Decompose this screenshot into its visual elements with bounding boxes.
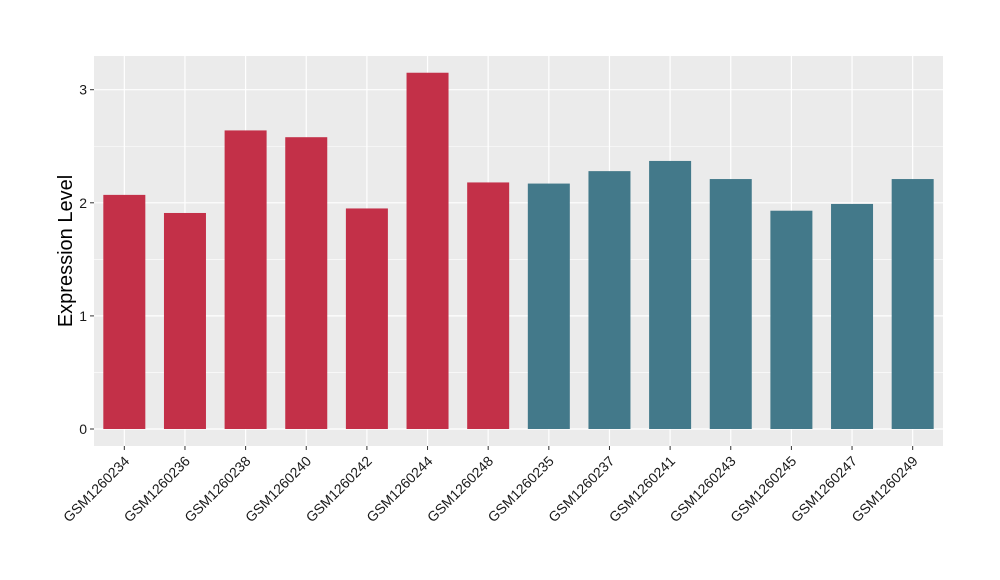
bar-GSM1260236 bbox=[163, 212, 206, 429]
x-axis: GSM1260234GSM1260236GSM1260238GSM1260240… bbox=[60, 446, 921, 525]
bar-GSM1260247 bbox=[831, 203, 874, 429]
bars bbox=[103, 72, 934, 430]
y-tick-label: 1 bbox=[79, 308, 87, 324]
bar-GSM1260242 bbox=[345, 208, 388, 429]
bar-GSM1260235 bbox=[527, 183, 570, 429]
y-tick-label: 3 bbox=[79, 82, 87, 98]
bar-GSM1260248 bbox=[467, 182, 510, 429]
bar-GSM1260238 bbox=[224, 130, 267, 429]
bar-GSM1260234 bbox=[103, 194, 146, 429]
plot-panel bbox=[94, 56, 943, 446]
y-axis-title: Expression Level bbox=[55, 175, 77, 327]
y-tick-label: 0 bbox=[79, 421, 87, 437]
y-axis: 0 1 2 3 bbox=[79, 82, 94, 437]
bar-GSM1260244 bbox=[406, 72, 449, 430]
bar-GSM1260249 bbox=[891, 179, 934, 429]
y-tick-label: 2 bbox=[79, 195, 87, 211]
bar-GSM1260245 bbox=[770, 210, 813, 429]
bar-GSM1260243 bbox=[709, 179, 752, 429]
bar-GSM1260237 bbox=[588, 171, 631, 429]
bar-GSM1260240 bbox=[285, 137, 328, 429]
bar-GSM1260241 bbox=[649, 160, 692, 429]
